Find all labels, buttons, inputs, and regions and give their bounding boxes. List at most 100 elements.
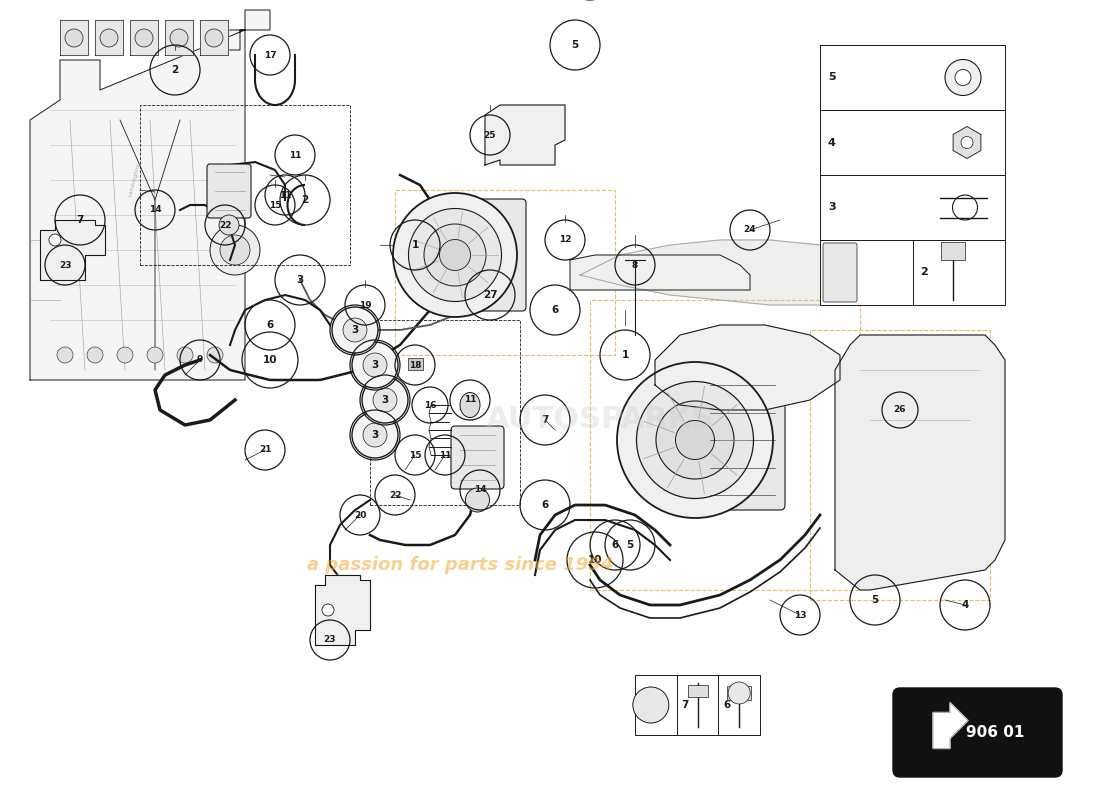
Circle shape — [207, 347, 223, 363]
Text: 2: 2 — [301, 195, 309, 205]
Text: 7: 7 — [76, 215, 84, 225]
Text: 3: 3 — [828, 202, 836, 213]
Text: 6: 6 — [724, 700, 730, 710]
Polygon shape — [40, 220, 104, 280]
Text: 13: 13 — [794, 610, 806, 619]
Polygon shape — [570, 255, 750, 290]
Bar — [820, 240, 913, 305]
Circle shape — [332, 307, 378, 353]
Text: 27: 27 — [828, 267, 844, 278]
Circle shape — [57, 347, 73, 363]
FancyBboxPatch shape — [456, 199, 526, 311]
Text: 11: 11 — [439, 450, 451, 459]
Text: 14: 14 — [148, 206, 162, 214]
Circle shape — [205, 29, 223, 47]
Text: 10: 10 — [587, 555, 603, 565]
Text: 17: 17 — [264, 50, 276, 59]
Circle shape — [352, 342, 398, 388]
Polygon shape — [315, 575, 370, 645]
Circle shape — [617, 362, 773, 518]
Text: 16: 16 — [424, 401, 437, 410]
Circle shape — [135, 29, 153, 47]
Text: 6: 6 — [612, 540, 618, 550]
Text: 23: 23 — [323, 635, 337, 645]
Circle shape — [177, 347, 192, 363]
FancyBboxPatch shape — [207, 164, 251, 218]
Text: 23: 23 — [58, 261, 72, 270]
Text: 3: 3 — [372, 430, 378, 440]
Text: 2: 2 — [172, 65, 178, 75]
Circle shape — [465, 488, 490, 512]
Text: 8: 8 — [631, 261, 638, 270]
Text: a passion for parts since 1994: a passion for parts since 1994 — [307, 556, 613, 574]
Circle shape — [440, 239, 471, 270]
Polygon shape — [835, 335, 1005, 590]
Polygon shape — [953, 126, 981, 158]
Circle shape — [170, 29, 188, 47]
Polygon shape — [580, 240, 940, 305]
Bar — [820, 110, 1005, 175]
Text: 11: 11 — [464, 395, 476, 405]
Circle shape — [352, 412, 398, 458]
Polygon shape — [485, 105, 565, 165]
Text: 3: 3 — [351, 325, 359, 335]
Text: 5: 5 — [571, 40, 579, 50]
Text: 5: 5 — [626, 540, 634, 550]
Polygon shape — [933, 702, 968, 749]
Text: 5: 5 — [828, 73, 836, 82]
FancyBboxPatch shape — [823, 243, 857, 302]
Text: 26: 26 — [893, 406, 906, 414]
Circle shape — [945, 59, 981, 95]
Text: 25: 25 — [484, 130, 496, 139]
Circle shape — [961, 137, 974, 149]
Text: AUTOSPARKS: AUTOSPARKS — [486, 406, 714, 434]
Circle shape — [219, 215, 239, 235]
Circle shape — [87, 347, 103, 363]
Bar — [727, 686, 751, 700]
Text: 3: 3 — [296, 275, 304, 285]
Circle shape — [322, 604, 334, 616]
Polygon shape — [60, 20, 88, 55]
Bar — [820, 45, 1005, 110]
Circle shape — [393, 193, 517, 317]
Text: 22: 22 — [388, 490, 401, 499]
Text: 12: 12 — [559, 235, 571, 245]
Bar — [688, 685, 707, 697]
Circle shape — [656, 401, 734, 479]
Text: 21: 21 — [258, 446, 272, 454]
Text: 7: 7 — [541, 415, 549, 425]
Circle shape — [632, 687, 669, 723]
Text: 24: 24 — [744, 226, 757, 234]
Circle shape — [220, 235, 250, 265]
Text: 11: 11 — [278, 190, 292, 199]
Polygon shape — [30, 10, 270, 380]
Text: 22: 22 — [219, 221, 231, 230]
Text: 19: 19 — [359, 301, 372, 310]
Circle shape — [210, 225, 260, 275]
Circle shape — [362, 377, 408, 423]
Circle shape — [408, 209, 502, 302]
Text: 6: 6 — [541, 500, 549, 510]
Text: 5: 5 — [871, 595, 879, 605]
Circle shape — [117, 347, 133, 363]
Text: 6: 6 — [551, 305, 559, 315]
Circle shape — [50, 234, 60, 246]
Polygon shape — [654, 325, 840, 410]
Polygon shape — [200, 20, 228, 55]
Circle shape — [343, 318, 367, 342]
Circle shape — [363, 353, 387, 377]
Circle shape — [363, 423, 387, 447]
Bar — [635, 675, 676, 735]
Text: 11: 11 — [288, 150, 301, 159]
FancyBboxPatch shape — [700, 370, 785, 510]
Text: 10: 10 — [640, 700, 654, 710]
Bar — [940, 242, 965, 260]
Text: 3: 3 — [382, 395, 388, 405]
Polygon shape — [165, 20, 192, 55]
Text: 27: 27 — [483, 290, 497, 300]
Text: 15: 15 — [268, 201, 282, 210]
Text: 14: 14 — [474, 486, 486, 494]
Circle shape — [675, 421, 715, 459]
Text: 3: 3 — [372, 360, 378, 370]
Circle shape — [637, 382, 754, 498]
